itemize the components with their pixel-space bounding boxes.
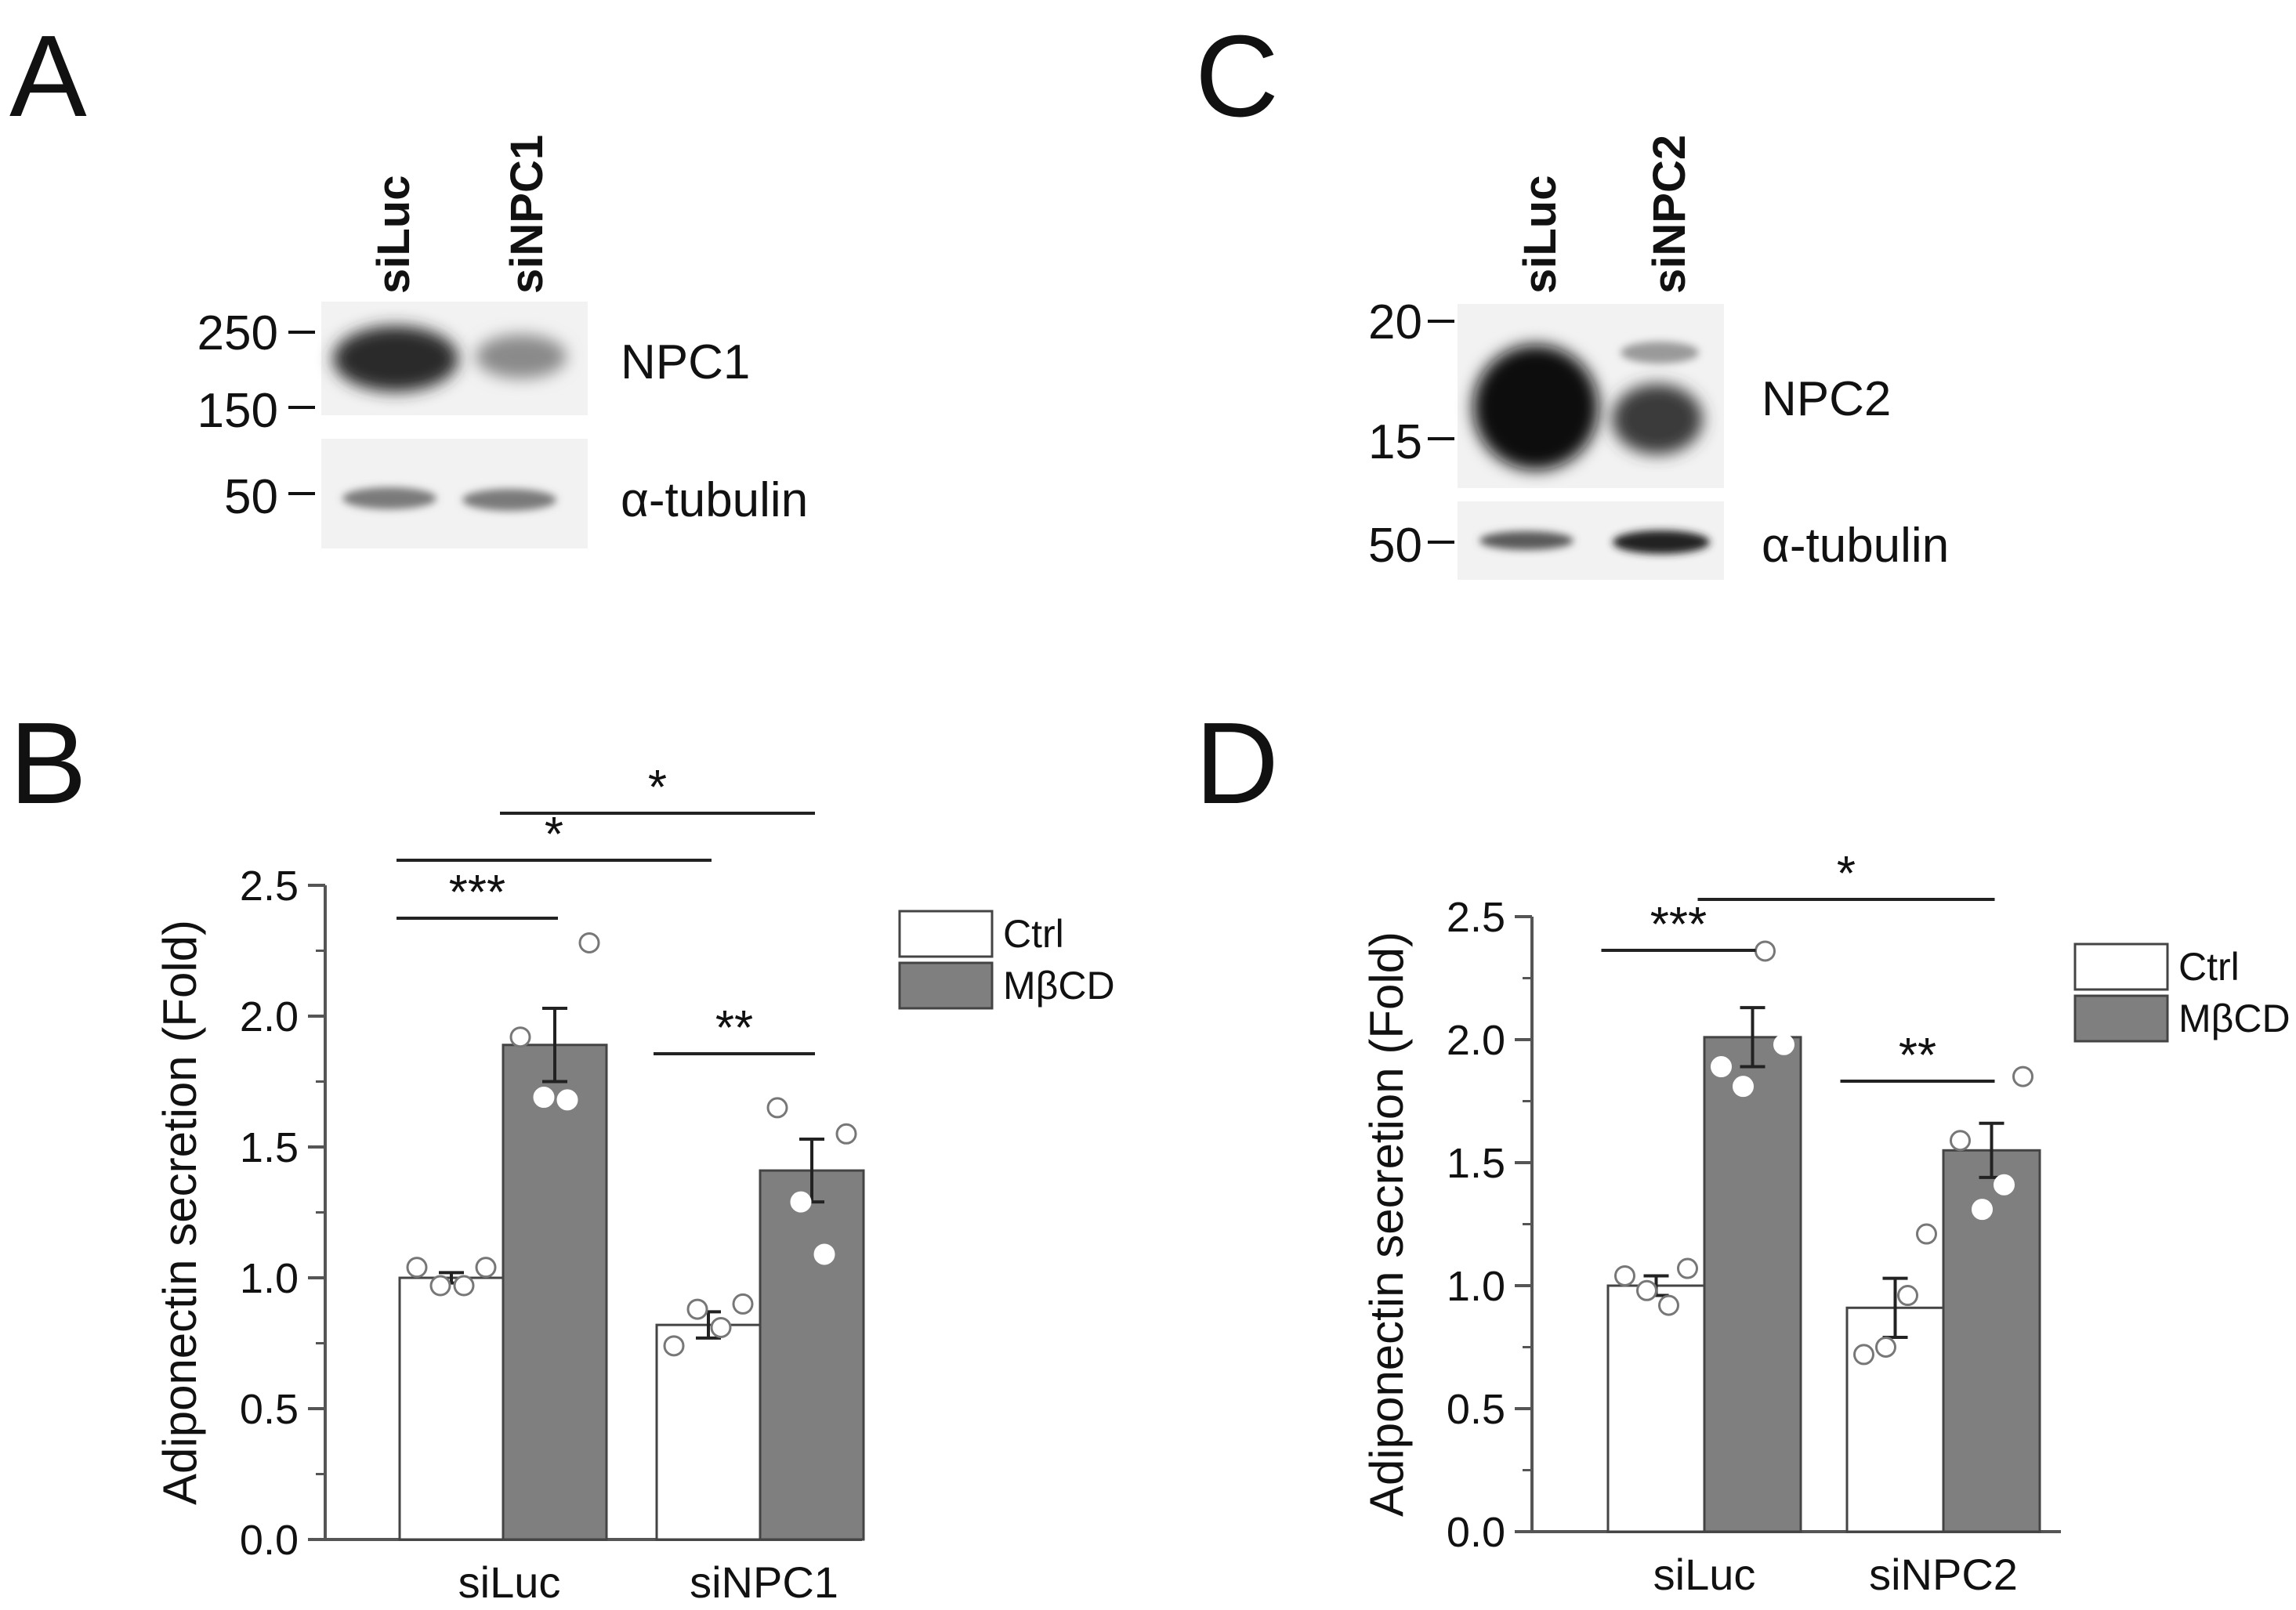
data-point-siluc-m-cd <box>1733 1076 1754 1098</box>
x-tick-label-siluc: siLuc <box>458 1558 561 1607</box>
data-point-sinpc2-m-cd <box>2012 1065 2033 1087</box>
data-point-siluc-m-cd <box>509 1026 531 1048</box>
band-name-npc2: NPC2 <box>1762 372 1891 426</box>
panel-letter-d: D <box>1195 699 1279 828</box>
significance-label: * <box>1837 847 1856 901</box>
blot-tubulin-a <box>321 439 588 548</box>
data-point-sinpc2-ctrl <box>1853 1344 1874 1366</box>
data-point-siluc-m-cd <box>533 1087 555 1109</box>
data-point-sinpc2-ctrl <box>1897 1285 1918 1307</box>
band-name-npc1: NPC1 <box>621 335 750 389</box>
data-point-sinpc1-m-cd <box>813 1243 835 1265</box>
x-tick-label-sinpc1: siNPC1 <box>690 1558 838 1607</box>
lane-label-siluc-c: siLuc <box>1515 175 1566 295</box>
y-tick-label-2-5: 2.5 <box>1447 894 1505 941</box>
data-point-siluc-m-cd <box>1773 1033 1794 1055</box>
y-tick-label-2-5: 2.5 <box>240 863 299 910</box>
marker-label-250: 250 <box>197 306 278 360</box>
band-name-tubulin-a: α-tubulin <box>621 473 808 527</box>
significance-label: *** <box>1650 898 1707 952</box>
lane-label-siluc: siLuc <box>368 175 419 295</box>
data-point-sinpc1-m-cd <box>790 1191 812 1213</box>
blot-tubulin-c <box>1458 501 1724 580</box>
blot-npc2 <box>1458 304 1724 488</box>
bar-siluc-ctrl <box>1606 1284 1706 1533</box>
data-point-sinpc2-ctrl <box>1916 1223 1937 1245</box>
y-tick-label-1-5: 1.5 <box>240 1124 299 1171</box>
data-point-sinpc1-ctrl <box>710 1316 732 1338</box>
y-axis-label: Adiponectin secretion (Fold) <box>154 920 206 1505</box>
bar-sinpc2-ctrl <box>1845 1306 1945 1533</box>
bar-siluc-ctrl <box>398 1276 505 1541</box>
band-name-tubulin-c: α-tubulin <box>1762 519 1949 573</box>
significance-label: *** <box>449 866 505 920</box>
bar-sinpc1-m-cd <box>759 1169 865 1541</box>
significance-label: ** <box>1899 1029 1936 1083</box>
y-tick-label-0-0: 0.0 <box>240 1517 299 1564</box>
data-point-siluc-m-cd <box>1711 1056 1732 1078</box>
data-point-sinpc1-ctrl <box>686 1298 708 1320</box>
data-point-siluc-ctrl <box>475 1257 497 1279</box>
bar-sinpc1-ctrl <box>655 1323 762 1541</box>
marker-label-150: 150 <box>197 384 278 438</box>
y-tick-label-0-5: 0.5 <box>240 1386 299 1433</box>
legend-label-ctrl: Ctrl <box>1003 912 1064 956</box>
data-point-sinpc2-m-cd <box>1972 1199 1993 1221</box>
bar-siluc-m-cd <box>1703 1036 1802 1533</box>
panel-letter-a: A <box>9 12 87 141</box>
marker-label-50-a: 50 <box>224 470 278 524</box>
data-point-sinpc2-m-cd <box>1950 1130 1971 1152</box>
lane-label-sinpc2: siNPC2 <box>1644 135 1695 294</box>
data-point-siluc-ctrl <box>406 1257 428 1279</box>
y-tick-label-0-0: 0.0 <box>1447 1509 1505 1556</box>
marker-label-50-c: 50 <box>1368 519 1422 573</box>
x-tick-label-sinpc2: siNPC2 <box>1869 1550 2018 1599</box>
data-point-siluc-ctrl <box>1614 1264 1635 1286</box>
x-tick-label-siluc: siLuc <box>1653 1550 1756 1599</box>
significance-label: ** <box>715 1001 753 1055</box>
blot-npc1 <box>321 302 588 415</box>
legend-label-m-cd: MβCD <box>1003 964 1115 1008</box>
legend-label-ctrl: Ctrl <box>2178 945 2240 989</box>
data-point-sinpc1-m-cd <box>766 1097 788 1119</box>
legend-label-m-cd: MβCD <box>2178 997 2291 1040</box>
data-point-siluc-m-cd <box>556 1089 578 1111</box>
data-point-siluc-m-cd <box>1755 940 1776 962</box>
panel-letter-c: C <box>1195 12 1279 141</box>
significance-label: * <box>648 761 667 815</box>
data-point-sinpc1-ctrl <box>663 1335 685 1357</box>
marker-label-15: 15 <box>1368 415 1422 469</box>
data-point-siluc-ctrl <box>1677 1257 1698 1279</box>
marker-label-20: 20 <box>1368 295 1422 349</box>
legend-swatch-ctrl <box>2073 942 2169 991</box>
chart-d: 0.0 0.5 1.0 1.5 2.0 2.5 Adiponectin secretion … <box>1360 847 2291 1599</box>
panel-letter-b: B <box>9 699 87 828</box>
data-point-sinpc2-ctrl <box>1875 1337 1896 1358</box>
data-point-sinpc1-m-cd <box>835 1123 857 1145</box>
y-tick-label-0-5: 0.5 <box>1447 1386 1505 1433</box>
data-point-siluc-ctrl <box>429 1275 451 1297</box>
y-tick-label-1-0: 1.0 <box>1447 1263 1505 1310</box>
data-point-siluc-ctrl <box>1658 1294 1679 1316</box>
data-point-siluc-ctrl <box>453 1275 475 1297</box>
data-point-sinpc1-ctrl <box>732 1293 754 1315</box>
chart-b: 0.0 0.5 1.0 1.5 2.0 2.5 Adiponectin secretion … <box>154 761 1115 1607</box>
y-tick-label-2-0: 2.0 <box>240 993 299 1040</box>
significance-label: * <box>545 808 563 862</box>
legend-swatch-m-cd <box>2073 994 2169 1043</box>
legend-swatch-ctrl <box>898 910 994 958</box>
legend-swatch-m-cd <box>898 961 994 1010</box>
data-point-sinpc2-m-cd <box>1994 1174 2015 1196</box>
data-point-siluc-ctrl <box>1636 1279 1657 1301</box>
y-tick-label-1-5: 1.5 <box>1447 1140 1505 1187</box>
data-point-siluc-m-cd <box>578 932 600 953</box>
y-axis-label: Adiponectin secretion (Fold) <box>1360 932 1413 1517</box>
bar-siluc-m-cd <box>502 1044 608 1541</box>
lane-label-sinpc1: siNPC1 <box>502 135 552 294</box>
y-tick-label-2-0: 2.0 <box>1447 1017 1505 1064</box>
y-tick-label-1-0: 1.0 <box>240 1255 299 1302</box>
